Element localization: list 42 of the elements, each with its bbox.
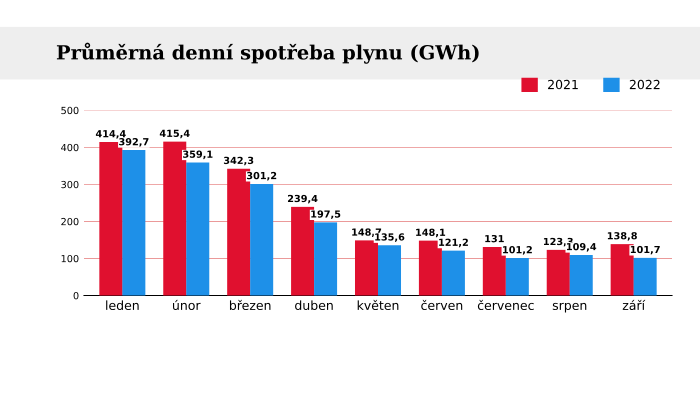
- data-label: 415,4: [160, 130, 190, 138]
- y-tick-label: 400: [61, 144, 78, 152]
- data-label: 148,1: [416, 228, 446, 238]
- data-label: 121,2: [439, 238, 468, 248]
- data-label: 239,4: [288, 194, 318, 204]
- bar: [506, 258, 529, 296]
- data-label: 359,1: [183, 150, 212, 160]
- x-tick-label: květen: [358, 300, 398, 310]
- bar: [634, 258, 657, 296]
- data-label: 138,8: [608, 232, 637, 241]
- data-label: 197,5: [311, 210, 340, 219]
- data-label: 392,7: [119, 138, 148, 147]
- y-tick-label: 200: [61, 218, 78, 226]
- y-tick-label: 100: [62, 254, 78, 262]
- data-label: 131: [485, 234, 504, 242]
- data-label: 414,4: [96, 130, 126, 139]
- y-tick-label: 0: [74, 292, 78, 300]
- x-tick-label: únor: [173, 300, 201, 310]
- x-tick-label: červen: [421, 300, 462, 310]
- data-label: 301,2: [246, 172, 276, 181]
- bar: [378, 245, 402, 296]
- legend-label: 2021: [548, 80, 578, 90]
- x-tick-label: srpen: [552, 302, 586, 312]
- data-label: 342,3: [224, 156, 254, 166]
- y-tick-label: 500: [61, 106, 78, 114]
- chart-title: Průměrná denní spotřeba plynu (GWh): [56, 42, 479, 64]
- bar: [314, 222, 338, 296]
- y-tick-label: 300: [61, 180, 78, 188]
- data-label: 101,7: [630, 246, 660, 254]
- bar: [186, 162, 210, 296]
- legend-label: 2022: [630, 80, 660, 90]
- x-tick-label: březen: [230, 300, 270, 310]
- bar: [122, 150, 146, 296]
- data-label: 101,2: [503, 246, 532, 255]
- x-tick-label: červenec: [478, 300, 534, 310]
- bar: [250, 184, 274, 296]
- x-tick-label: září: [622, 300, 646, 310]
- bar: [354, 240, 378, 296]
- x-tick-label: duben: [295, 300, 333, 310]
- bar: [570, 254, 593, 296]
- bar: [442, 250, 465, 296]
- x-tick-label: leden: [106, 300, 139, 310]
